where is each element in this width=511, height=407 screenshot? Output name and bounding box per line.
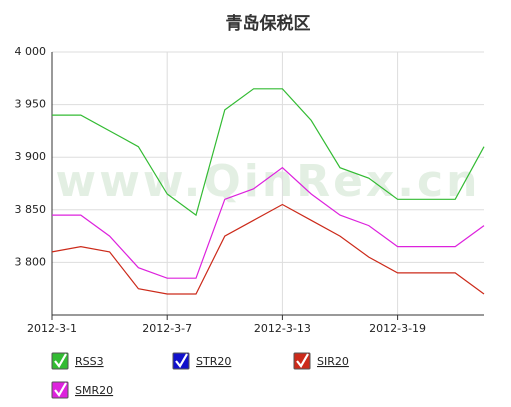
x-tick-label: 2012-3-1 xyxy=(27,322,77,335)
legend-item[interactable]: RSS3 xyxy=(51,352,104,370)
series-line xyxy=(51,203,485,295)
legend-check xyxy=(175,353,188,368)
legend-check xyxy=(296,353,309,368)
y-tick-label: 3 950 xyxy=(15,98,47,111)
legend-check xyxy=(54,382,67,397)
x-tick-label: 2012-3-13 xyxy=(254,322,311,335)
legend-item[interactable]: SIR20 xyxy=(293,352,349,370)
series-line xyxy=(52,88,485,217)
legend-label: RSS3 xyxy=(75,355,104,368)
y-tick-label: 3 800 xyxy=(15,255,47,268)
watermark: www.QinRex.cn xyxy=(56,156,481,207)
series-line xyxy=(52,166,485,279)
legend-item[interactable]: SMR20 xyxy=(51,381,113,399)
legend-item[interactable]: STR20 xyxy=(172,352,231,370)
x-tick-label: 2012-3-7 xyxy=(142,322,192,335)
y-tick-label: 3 850 xyxy=(15,203,47,216)
legend-label: STR20 xyxy=(196,355,231,368)
x-tick-label: 2012-3-19 xyxy=(369,322,426,335)
y-tick-label: 4 000 xyxy=(15,45,47,58)
legend-label: SIR20 xyxy=(317,355,349,368)
chart-title: 青岛保税区 xyxy=(226,13,311,34)
legend-label: SMR20 xyxy=(75,384,113,397)
legend-check xyxy=(54,353,67,368)
y-tick-label: 3 900 xyxy=(15,150,47,163)
